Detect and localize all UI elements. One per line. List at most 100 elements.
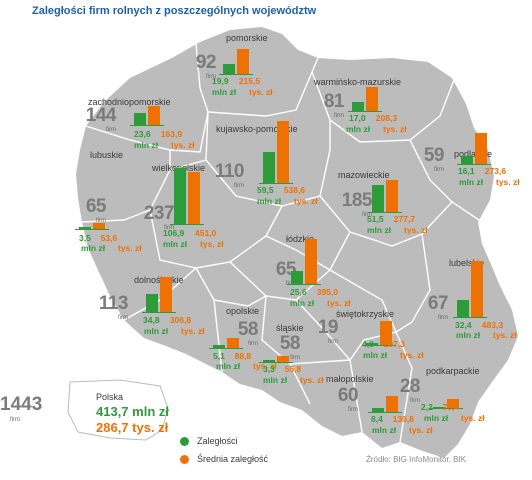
region-firm-unit-podkarpackie: firm <box>410 398 420 404</box>
bar-avg-lubuskie <box>93 222 105 229</box>
value-avg-lubelskie: 483,3 <box>481 320 504 330</box>
bar-avg-opolskie <box>227 337 239 348</box>
bar-avg-malopolskie <box>386 395 398 412</box>
value-debt-lodzkie: 25,6 <box>290 287 307 297</box>
region-firm-unit-swietokrzyskie: firm <box>328 339 338 345</box>
region-firm-unit-warminsko-mazurskie: firm <box>334 113 344 119</box>
legend-debt-dot <box>180 437 189 446</box>
bar-avg-warminsko-mazurskie <box>366 87 378 111</box>
poland-outline <box>76 27 518 458</box>
total-debt-value: 413,7 <box>96 404 129 419</box>
region-firm-unit-mazowieckie: firm <box>362 212 372 218</box>
value-avg-warminsko-mazurskie: 208,3 <box>375 113 398 123</box>
value-avg-slaskie: 55,8 <box>284 364 302 374</box>
unit-avg-opolskie: tys. zł <box>253 361 277 371</box>
region-name-kujawsko-pomorskie: kujawsko-pomorskie <box>216 124 298 134</box>
region-name-podlaskie: podlaskie <box>454 149 493 159</box>
bar-baseline-wielkopolskie <box>170 224 204 225</box>
bar-debt-podkarpackie <box>433 406 445 408</box>
unit-avg-zachodniopomorskie: tys. zł <box>171 140 195 150</box>
source-note: Źródło: BIG InfoMonitor, BIK <box>366 455 467 464</box>
total-avg-unit: tys. zł <box>132 420 169 435</box>
region-name-lubelskie: lubelskie <box>449 258 485 268</box>
region-name-swietokrzyskie: świętokrzyskie <box>336 309 395 319</box>
value-debt-podlaskie: 16,1 <box>458 166 475 176</box>
unit-avg-dolnoslaskie: tys. zł <box>181 326 205 336</box>
value-debt-warminsko-mazurskie: 17,0 <box>349 113 366 123</box>
region-firms-podkarpackie: 28 <box>399 376 421 397</box>
bar-baseline-slaskie <box>259 362 293 363</box>
unit-debt-wielkopolskie: mln zł <box>163 239 188 249</box>
region-firms-warminsko-mazurskie: 81 <box>323 91 345 112</box>
bar-avg-wielkopolskie <box>188 172 200 224</box>
region-name-lodzkie: łódzkie <box>286 234 315 244</box>
value-avg-malopolskie: 139,8 <box>392 414 414 424</box>
unit-debt-mazowieckie: mln zł <box>367 225 392 235</box>
region-firms-zachodniopomorskie: 144 <box>85 105 117 126</box>
unit-avg-malopolskie: tys. zł <box>409 425 433 435</box>
unit-avg-lodzkie: tys. zł <box>327 298 351 308</box>
region-firms-mazowieckie: 185 <box>341 190 373 211</box>
unit-avg-podkarpackie: tys. zł <box>461 413 485 423</box>
unit-avg-podlaskie: tys. zł <box>496 177 520 187</box>
unit-debt-podkarpackie: mln zł <box>424 413 449 423</box>
bar-debt-lubuskie <box>79 227 91 229</box>
value-avg-podlaskie: 273,6 <box>484 166 507 176</box>
region-name-podkarpackie: podkarpackie <box>426 366 480 376</box>
bar-avg-zachodniopomorskie <box>148 106 160 125</box>
unit-debt-lodzkie: mln zł <box>290 298 315 308</box>
chart-title: Zaległości firm rolnych z poszczególnych… <box>32 5 317 17</box>
region-firm-unit-opolskie: firm <box>248 341 258 347</box>
bar-avg-mazowieckie <box>386 180 398 212</box>
bar-debt-wielkopolskie <box>174 168 186 224</box>
value-avg-mazowieckie: 277,7 <box>393 214 416 224</box>
unit-avg-kujawsko-pomorskie: tys. zł <box>294 196 318 206</box>
value-debt-pomorskie: 19,9 <box>212 76 229 86</box>
value-avg-pomorskie: 215,5 <box>238 76 261 86</box>
region-firm-unit-dolnoslaskie: firm <box>118 315 128 321</box>
unit-debt-dolnoslaskie: mln zł <box>144 326 169 336</box>
total-firms: 1443 <box>0 394 43 415</box>
value-debt-lubuskie: 3,5 <box>79 233 91 243</box>
unit-avg-mazowieckie: tys. zł <box>404 225 428 235</box>
region-firm-unit-wielkopolskie: firm <box>164 225 174 231</box>
bar-debt-lubelskie <box>457 300 469 317</box>
region-firms-opolskie: 58 <box>237 319 259 340</box>
bar-debt-zachodniopomorskie <box>134 112 146 125</box>
legend-avg-label: Średnia zaległość <box>197 454 269 464</box>
bar-debt-dolnoslaskie <box>146 293 158 312</box>
region-firms-pomorskie: 92 <box>195 52 217 73</box>
bar-avg-podlaskie <box>475 132 487 164</box>
region-name-warminsko-mazurskie: warmińsko-mazurskie <box>314 77 402 87</box>
value-debt-opolskie: 5,1 <box>213 351 225 361</box>
region-firms-wielkopolskie: 237 <box>143 203 175 224</box>
bar-avg-dolnoslaskie <box>160 276 172 312</box>
value-debt-slaskie: 3,3 <box>263 364 275 374</box>
bar-baseline-mazowieckie <box>368 212 402 213</box>
bar-avg-lubelskie <box>471 261 483 317</box>
value-avg-lodzkie: 395,0 <box>316 287 339 297</box>
bar-baseline-opolskie <box>209 348 243 349</box>
bar-avg-podkarpackie <box>447 398 459 408</box>
value-avg-lubuskie: 53,6 <box>100 233 118 243</box>
bar-debt-slaskie <box>263 360 275 362</box>
unit-avg-slaskie: tys. zł <box>300 375 324 385</box>
region-firm-unit-slaskie: firm <box>290 355 300 361</box>
value-debt-podkarpackie: 2,2 <box>421 402 433 412</box>
value-debt-malopolskie: 8,4 <box>371 414 383 424</box>
total-debt: 413,7 mln zł <box>96 404 169 419</box>
region-name-mazowieckie: mazowieckie <box>338 170 390 180</box>
region-firm-unit-podlaskie: firm <box>434 167 444 173</box>
value-debt-lubelskie: 32,4 <box>455 320 472 330</box>
region-firms-malopolskie: 60 <box>337 385 359 406</box>
bar-baseline-lubelskie <box>453 317 487 318</box>
unit-debt-warminsko-mazurskie: mln zł <box>346 124 371 134</box>
unit-debt-kujawsko-pomorskie: mln zł <box>257 196 282 206</box>
unit-debt-podlaskie: mln zł <box>459 177 484 187</box>
region-firm-unit-zachodniopomorskie: firm <box>106 127 116 133</box>
region-firms-dolnoslaskie: 113 <box>98 293 129 314</box>
bar-avg-swietokrzyskie <box>380 321 392 345</box>
bar-debt-podlaskie <box>461 155 473 164</box>
value-debt-swietokrzyskie: 4,0 <box>362 339 374 349</box>
bar-debt-pomorskie <box>223 63 235 74</box>
